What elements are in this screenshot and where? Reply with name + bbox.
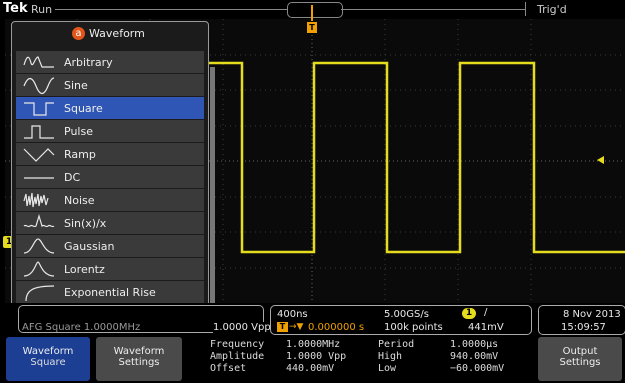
waveform-option-dc[interactable]: DC (16, 166, 204, 189)
horizontal-readout-box[interactable] (270, 305, 532, 335)
waveform-option-label: Ramp (64, 148, 96, 161)
waveform-option-label: Lorentz (64, 263, 105, 276)
record-view-window (287, 2, 343, 18)
waveform-option-square[interactable]: Square (16, 97, 204, 120)
waveform-option-label: DC (64, 171, 81, 184)
afg-readout-box[interactable] (18, 305, 264, 333)
trigger-position-value: 0.000000 s (308, 322, 365, 333)
record-length: 100k points (384, 322, 443, 333)
menu-badge: a (72, 27, 85, 40)
waveform-option-label: Arbitrary (64, 56, 113, 69)
noise-wave-icon (23, 192, 49, 208)
waveform-option-ramp[interactable]: Ramp (16, 143, 204, 166)
trigger-source-badge: 1 (462, 308, 476, 319)
waveform-option-gaussian[interactable]: Gaussian (16, 235, 204, 258)
frequency-value: 1.0000MHz (286, 339, 341, 350)
waveform-button[interactable]: Waveform Square (6, 337, 90, 381)
menu-title: Waveform (89, 27, 145, 40)
rising-edge-icon: / (484, 307, 488, 318)
amplitude-value: 1.0000 Vpp (286, 351, 347, 362)
lorentz-wave-icon (23, 261, 55, 277)
sine-wave-icon (23, 77, 55, 95)
trigger-position-marker[interactable]: T (307, 5, 317, 35)
timebase-value: 400ns (277, 309, 308, 320)
waveform-option-label: Sin(x)/x (64, 217, 107, 230)
waveform-option-label: Exponential Rise (64, 286, 156, 299)
afg-readout-partial: AFG Square 1.0000MHz (22, 322, 141, 333)
waveform-option-pulse[interactable]: Pulse (16, 120, 204, 143)
record-end-marker (525, 2, 526, 16)
arrow-icon: →▼ (289, 322, 304, 332)
afg-amplitude: 1.0000 Vpp (213, 322, 271, 333)
high-value: 940.00mV (450, 351, 499, 362)
low-value: −60.000mV (450, 363, 505, 374)
waveform-menu: a Waveform Arbitrary Sine Square Pulse Ramp D… (11, 21, 215, 336)
waveform-option-label: Pulse (64, 125, 93, 138)
menu-header: a Waveform (12, 22, 208, 46)
time: 15:09:57 (561, 322, 606, 333)
waveform-option-label: Sine (64, 79, 88, 92)
waveform-button-value: Square (30, 357, 66, 368)
record-view-line-right (341, 9, 525, 10)
waveform-option-label: Noise (64, 194, 95, 207)
square-wave-icon (24, 102, 54, 116)
output-settings-button[interactable]: Output Settings (538, 337, 622, 381)
waveform-option-lorentz[interactable]: Lorentz (16, 258, 204, 281)
acquisition-state: Run (31, 3, 53, 16)
dc-wave-icon (24, 177, 54, 179)
sinc-wave-icon (23, 214, 55, 228)
trigger-level-arrow[interactable] (597, 156, 604, 164)
pulse-wave-icon (24, 125, 54, 139)
sample-rate: 5.00GS/s (384, 309, 429, 320)
waveform-option-noise[interactable]: Noise (16, 189, 204, 212)
record-view-line (55, 9, 287, 10)
trigger-status: Trig'd (537, 3, 567, 16)
graticule-center (5, 19, 625, 303)
waveform-option-sine[interactable]: Sine (16, 74, 204, 97)
offset-value: 440.00mV (286, 363, 335, 374)
trigger-position-icon: T (277, 322, 288, 332)
readout-bar: AFG Square 1.0000MHz 1.0000 Vpp 400ns T … (0, 303, 625, 336)
waveform-option-label: Square (64, 102, 103, 115)
arbitrary-wave-icon (23, 56, 54, 68)
waveform-option-label: Gaussian (64, 240, 115, 253)
waveform-option-sin-x-x[interactable]: Sin(x)/x (16, 212, 204, 235)
gaussian-wave-icon (23, 238, 55, 254)
ramp-wave-icon (23, 148, 55, 162)
datetime-box (538, 305, 625, 335)
period-value: 1.0000µs (450, 339, 499, 350)
waveform-option-exponential-rise[interactable]: Exponential Rise (16, 281, 204, 304)
exp-rise-wave-icon (25, 285, 55, 302)
waveform-settings-button[interactable]: Waveform Settings (96, 337, 182, 381)
trigger-level: 441mV (468, 322, 504, 333)
date: 8 Nov 2013 (563, 309, 621, 320)
channel-1-trace (205, 61, 625, 254)
menu-scrollbar[interactable] (210, 67, 215, 325)
brand-logo: Tek (3, 1, 28, 16)
waveform-option-arbitrary[interactable]: Arbitrary (16, 51, 204, 74)
